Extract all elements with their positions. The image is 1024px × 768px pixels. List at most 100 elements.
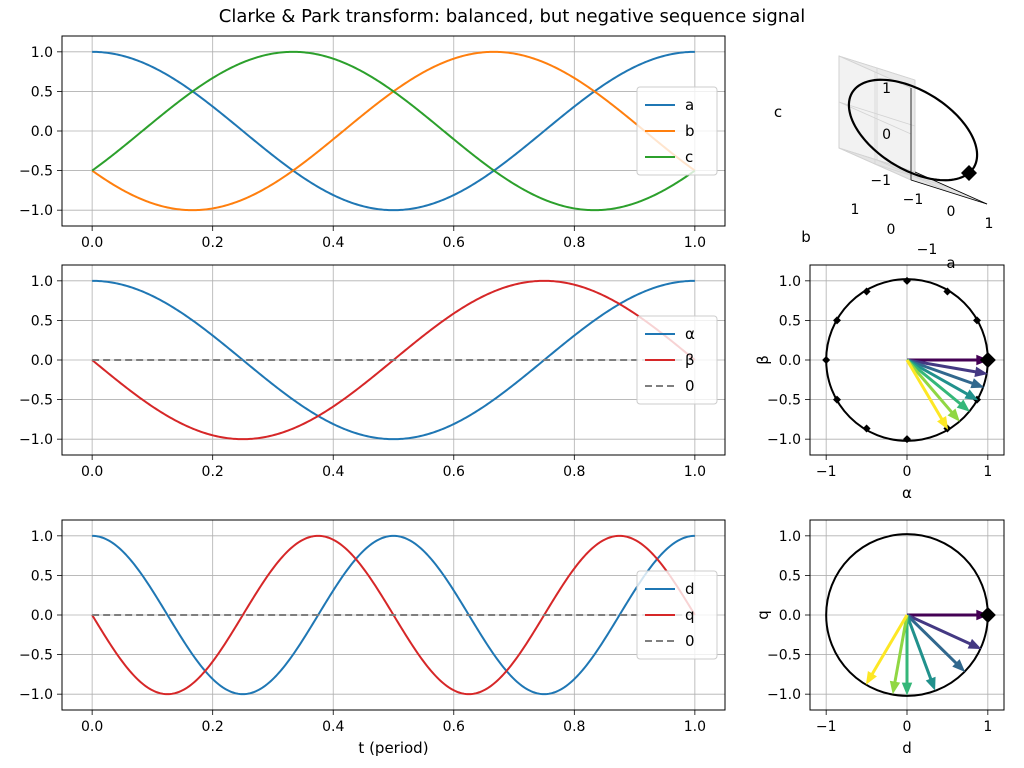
x-tick-label: 0 [903, 719, 912, 735]
vector-arrow-3 [905, 614, 936, 691]
y-tick-label: 0.5 [31, 84, 53, 100]
b-tick-label: 1 [851, 202, 860, 218]
arrow-head [956, 399, 970, 412]
arrow-head [964, 389, 979, 401]
legend-label: a [685, 96, 694, 114]
legend: abc [636, 86, 718, 176]
x-axis-label: t (period) [358, 739, 428, 757]
y-axis-label: β [754, 355, 772, 365]
legend-label: β [685, 351, 695, 369]
y-tick-label: −1.0 [19, 203, 53, 219]
axes-dq-time: 0.0 0.2 0.4 0.6 0.8 1.0 1.0 0.5 0.0 −0.5 −1.0 t (pe… [19, 519, 726, 757]
arrow-head [970, 378, 985, 389]
a-tick-label: 1 [985, 216, 994, 232]
x-axis-label: d [902, 739, 912, 757]
arrow-shaft [905, 359, 953, 414]
vector-arrow-1 [906, 613, 982, 650]
axes-alphabeta-time: 0.0 0.2 0.4 0.6 0.8 1.0 1.0 0.5 0.0 −0.5 −1.0 αβ 0 [19, 264, 726, 480]
y-tick-label: 0.5 [31, 568, 53, 584]
y-tick-label: 1.0 [779, 529, 801, 545]
pane-gridline [838, 55, 916, 81]
y-tick-label: −1.0 [767, 432, 801, 448]
c-axis-label: c [774, 103, 782, 121]
arrow-shaft [905, 613, 958, 665]
y-tick-label: −0.5 [19, 393, 53, 409]
x-tick-label: 0.2 [202, 235, 224, 251]
a-tick-label: 0 [947, 204, 956, 220]
arrow-shaft [905, 614, 933, 680]
b-axis-label: b [801, 228, 811, 246]
b-tick-label: 0 [887, 222, 896, 238]
a-axis-line [910, 179, 988, 205]
legend-label: q [685, 606, 695, 624]
circle-marker [973, 316, 982, 325]
arrow-head [865, 670, 877, 685]
x-tick-label: 0 [903, 464, 912, 480]
circle-marker [862, 287, 871, 296]
axes-frame [809, 519, 1005, 711]
axes-dq-plane: −1 0 1 1.0 0.5 0.0 −0.5 −1.0 d q [754, 519, 1005, 757]
pane-gridline [838, 101, 916, 127]
x-tick-label: 0.6 [443, 464, 465, 480]
y-tick-label: −0.5 [767, 393, 801, 409]
x-tick-label: 1.0 [684, 235, 706, 251]
x-tick-label: 0.0 [81, 719, 103, 735]
y-tick-label: 1.0 [31, 45, 53, 61]
vector-arrow-2 [905, 613, 966, 672]
legend-label: 0 [685, 632, 695, 650]
c-tick-label: 0 [882, 127, 891, 143]
legend-box [636, 570, 718, 660]
axes-abc-time: 0.0 0.2 0.4 0.6 0.8 1.0 1.0 0.5 0.0 −0.5 −1.0 abc [19, 35, 726, 251]
x-tick-label: 0.8 [563, 235, 585, 251]
pane-gridline [874, 163, 952, 189]
axes-frame [809, 264, 1005, 456]
x-tick-label: −1 [816, 719, 837, 735]
y-tick-label: 0.5 [31, 313, 53, 329]
arrow-shaft [870, 614, 909, 675]
series-line-0 [92, 534, 695, 696]
arrow-shaft [906, 358, 969, 396]
c-tick-label: −1 [870, 173, 891, 189]
abc-trajectory [847, 78, 979, 182]
y-tick-label: 0.0 [31, 608, 53, 624]
figure-title: Clarke & Park transform: balanced, but n… [219, 6, 806, 27]
x-tick-label: −1 [816, 464, 837, 480]
y-tick-label: 0.0 [31, 124, 53, 140]
vector-arrow-1 [906, 358, 988, 377]
arrow-shaft [905, 359, 944, 420]
a-tick-label: −1 [903, 192, 924, 208]
vector-arrow-5 [905, 359, 960, 422]
circle-marker [903, 276, 911, 285]
arrow-head [889, 680, 901, 695]
axes-alphabeta-plane: −1 0 1 1.0 0.5 0.0 −0.5 −1.0 α β [754, 264, 1005, 502]
x-tick-label: 0.6 [443, 719, 465, 735]
arrow-shaft [906, 613, 971, 646]
vector-arrow-6 [865, 614, 909, 685]
arrow-head [925, 676, 936, 691]
y-tick-label: 1.0 [779, 274, 801, 290]
arrow-shaft [906, 358, 962, 406]
arrow-shaft [906, 358, 977, 374]
y-tick-label: −1.0 [767, 687, 801, 703]
b-tick-label: −1 [917, 242, 938, 258]
y-tick-label: −0.5 [19, 648, 53, 664]
x-tick-label: 0.8 [563, 464, 585, 480]
legend-label: α [685, 325, 695, 343]
x-tick-label: 0.2 [202, 464, 224, 480]
series-line-0 [92, 279, 695, 441]
a-axis-label: a [946, 254, 955, 272]
arrow-shaft [906, 358, 974, 385]
legend-label: 0 [685, 377, 695, 395]
legend: αβ 0 [636, 315, 718, 405]
y-tick-label: −1.0 [19, 687, 53, 703]
legend-box [636, 315, 718, 405]
arrow-head [937, 415, 949, 430]
vector-arrow-4 [906, 358, 970, 412]
y-tick-label: 0.5 [779, 313, 801, 329]
legend-box [636, 86, 718, 176]
circle-marker [822, 356, 831, 364]
y-tick-label: −0.5 [19, 164, 53, 180]
circle-marker [903, 435, 911, 444]
y-tick-label: −0.5 [767, 648, 801, 664]
